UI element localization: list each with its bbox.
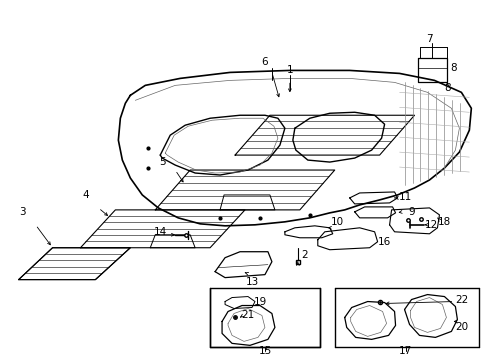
Text: 14: 14 (153, 227, 166, 237)
Polygon shape (215, 252, 271, 278)
Polygon shape (220, 195, 274, 210)
Text: 19: 19 (253, 297, 266, 306)
Polygon shape (155, 170, 334, 210)
Text: 13: 13 (245, 276, 258, 287)
Text: 10: 10 (330, 217, 344, 227)
Polygon shape (354, 207, 395, 218)
Text: 1: 1 (286, 66, 293, 76)
Polygon shape (19, 248, 130, 280)
Polygon shape (285, 226, 332, 238)
Text: 5: 5 (159, 157, 165, 167)
Polygon shape (222, 306, 274, 345)
Polygon shape (389, 208, 439, 234)
Polygon shape (150, 235, 195, 248)
Text: 18: 18 (437, 217, 450, 227)
Polygon shape (160, 115, 285, 175)
Text: 2: 2 (301, 250, 307, 260)
Polygon shape (224, 297, 254, 309)
Text: 20: 20 (454, 323, 467, 332)
Text: 22: 22 (454, 294, 467, 305)
Text: 4: 4 (82, 190, 89, 200)
Polygon shape (404, 294, 456, 337)
Text: 3: 3 (20, 207, 26, 217)
Polygon shape (81, 210, 244, 248)
Text: 21: 21 (241, 310, 254, 320)
Text: 6: 6 (261, 58, 268, 67)
Text: 17: 17 (398, 346, 411, 356)
Text: 16: 16 (377, 237, 390, 247)
Text: 9: 9 (407, 207, 414, 217)
Polygon shape (349, 192, 397, 204)
Polygon shape (344, 302, 395, 339)
Polygon shape (292, 112, 384, 162)
Text: 11: 11 (398, 192, 411, 202)
Polygon shape (417, 58, 447, 82)
Text: 12: 12 (424, 220, 437, 230)
Polygon shape (118, 71, 470, 226)
Text: 8: 8 (449, 63, 456, 73)
Polygon shape (317, 228, 377, 250)
Polygon shape (235, 115, 414, 155)
Text: 15: 15 (258, 346, 271, 356)
Text: 8: 8 (443, 84, 450, 93)
Text: 7: 7 (425, 33, 432, 44)
